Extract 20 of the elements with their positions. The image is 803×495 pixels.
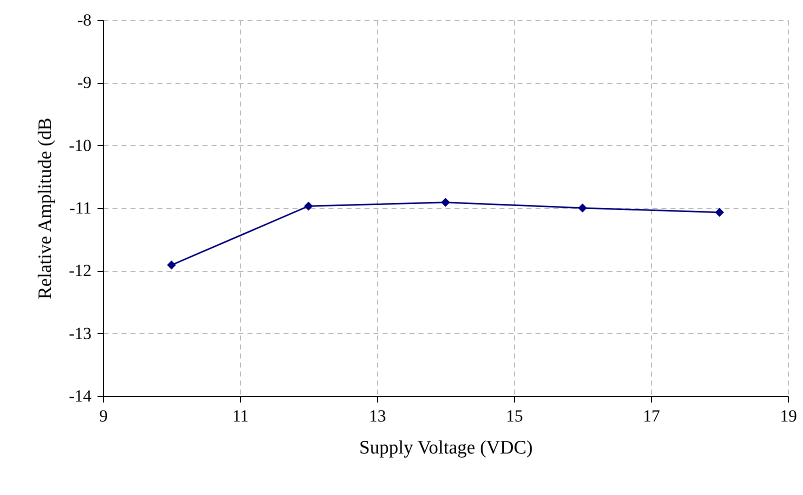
point (167, 260, 176, 270)
y-tick-label: -10 (68, 136, 92, 155)
y-tick-label: -12 (68, 261, 92, 280)
x-tick-label: 9 (99, 406, 108, 426)
y-axis-title: Relative Amplitude (dB (34, 118, 56, 300)
point (304, 202, 313, 211)
point (578, 204, 587, 212)
x-axis-title: Supply Voltage (VDC) (359, 438, 533, 458)
point (715, 208, 724, 217)
y-tick-label: -13 (68, 324, 92, 343)
x-tick-label: 17 (643, 406, 660, 426)
x-tick-label: 13 (369, 406, 386, 426)
y-tick-label: -8 (77, 10, 92, 30)
x-tick-label: 11 (232, 406, 249, 426)
y-tick-label: -9 (77, 73, 92, 92)
point (441, 198, 450, 207)
x-tick-label: 19 (780, 406, 797, 426)
y-tick-label: -14 (68, 386, 92, 406)
y-tick-label: -11 (69, 198, 92, 218)
x-tick-label: 15 (506, 406, 523, 426)
